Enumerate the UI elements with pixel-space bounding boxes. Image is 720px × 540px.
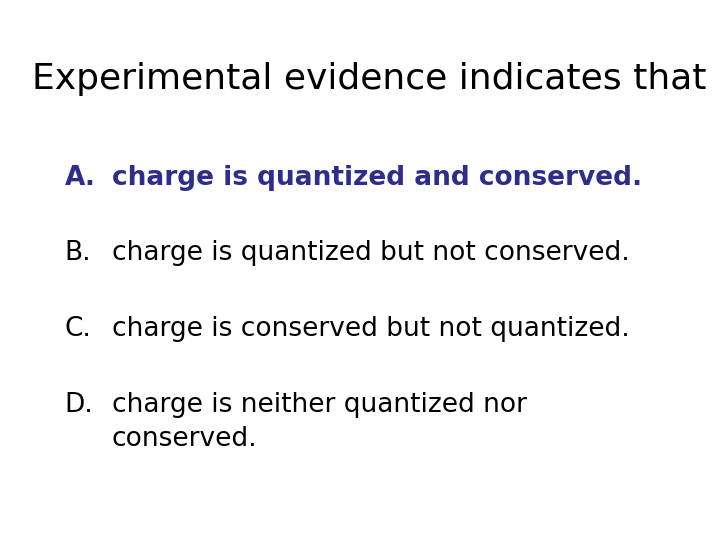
Text: C.: C. <box>65 316 91 342</box>
Text: charge is quantized and conserved.: charge is quantized and conserved. <box>112 165 642 191</box>
Text: charge is conserved but not quantized.: charge is conserved but not quantized. <box>112 316 629 342</box>
Text: B.: B. <box>65 240 91 266</box>
Text: D.: D. <box>65 392 94 417</box>
Text: charge is neither quantized nor
conserved.: charge is neither quantized nor conserve… <box>112 392 526 451</box>
Text: charge is quantized but not conserved.: charge is quantized but not conserved. <box>112 240 629 266</box>
Text: A.: A. <box>65 165 96 191</box>
Text: Experimental evidence indicates that: Experimental evidence indicates that <box>32 62 707 96</box>
